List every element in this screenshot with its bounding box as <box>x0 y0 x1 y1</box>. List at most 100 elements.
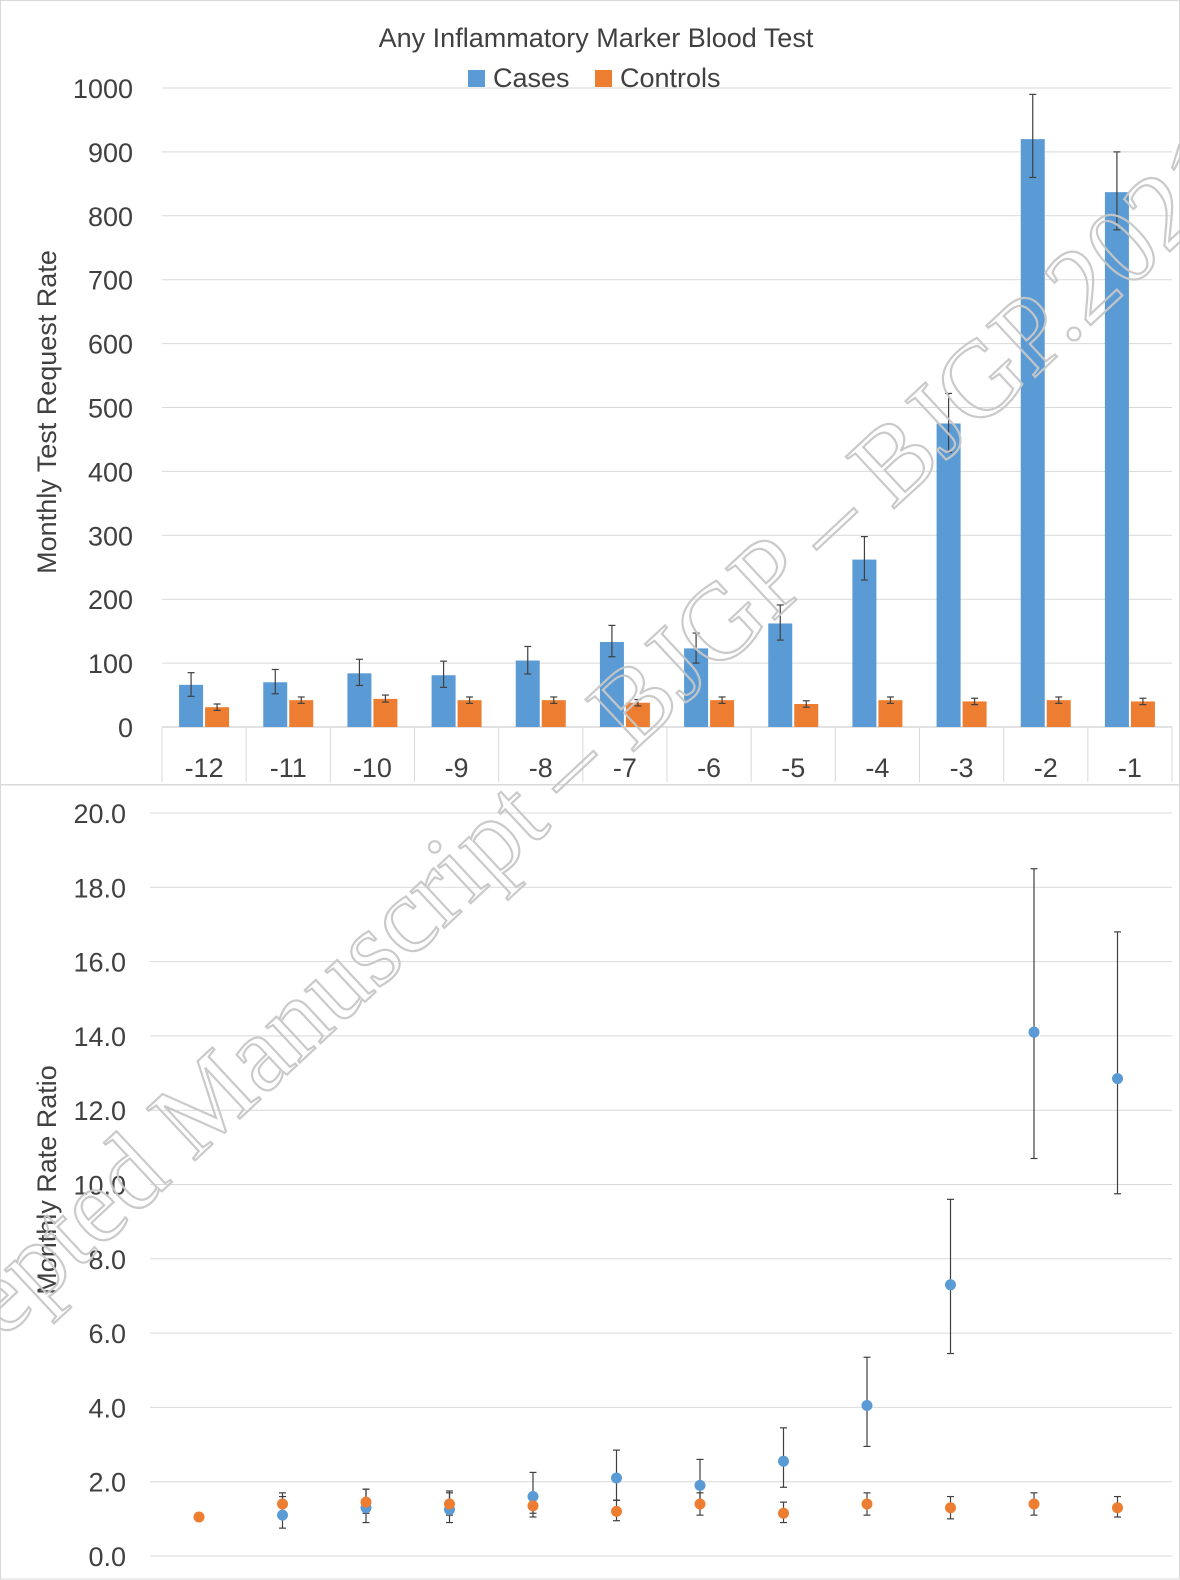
series-1-point <box>277 1509 288 1521</box>
series-2-point <box>694 1498 706 1510</box>
series-2-point <box>444 1498 455 1510</box>
top-y-tick-label: 500 <box>88 394 133 424</box>
cases-error-bar <box>1029 93 1037 179</box>
bottom-y-tick-label: 0.0 <box>88 1542 126 1572</box>
top-y-tick-label: 100 <box>88 649 133 679</box>
top-y-tick-label: 900 <box>88 138 133 168</box>
bottom-y-tick-label: 16.0 <box>73 948 126 978</box>
series-2-point <box>527 1500 539 1512</box>
series-1-error-bar <box>947 1198 954 1355</box>
top-y-tick-label: 0 <box>118 713 133 743</box>
top-chart-title: Any Inflammatory Marker Blood Test <box>379 23 814 53</box>
series-1-point <box>611 1472 622 1484</box>
top-x-tick-label: -11 <box>270 753 307 783</box>
cases-error-bar <box>524 645 532 675</box>
top-panel-frame <box>0 0 1180 785</box>
series-2-point <box>1112 1502 1123 1514</box>
series-1-point <box>945 1279 956 1291</box>
cases-bar <box>768 623 793 727</box>
top-y-tick-label: 800 <box>88 202 133 232</box>
top-chart-y-tick-labels: 0 100 200 300 400 500 600 700 800 900 1000 <box>73 74 133 743</box>
legend: Cases Controls <box>468 63 721 93</box>
cases-error-bar <box>355 658 363 687</box>
controls-error-bar <box>297 696 305 704</box>
cases-bar <box>1020 139 1045 727</box>
controls-bar <box>794 703 819 727</box>
cases-error-bar <box>608 624 616 658</box>
series-1-point <box>1028 1026 1040 1038</box>
cases-error-bar <box>860 535 868 581</box>
legend-label-cases: Cases <box>493 63 570 93</box>
cases-error-bar <box>945 392 953 453</box>
series-2-point <box>611 1505 622 1517</box>
controls-bar <box>1046 700 1071 727</box>
series-1-point <box>527 1491 539 1503</box>
top-x-tick-label: -10 <box>353 753 392 783</box>
controls-error-bar <box>634 698 642 707</box>
bottom-y-tick-label: 20.0 <box>73 799 126 829</box>
series-2-point <box>193 1511 205 1523</box>
cases-bar <box>852 559 877 727</box>
bottom-y-tick-label: 2.0 <box>88 1468 126 1498</box>
controls-bar <box>962 701 987 727</box>
top-x-tick-label: -7 <box>613 753 637 783</box>
top-y-tick-label: 200 <box>88 585 133 615</box>
bottom-y-tick-label: 14.0 <box>73 1022 126 1052</box>
top-chart-gridlines <box>161 87 1173 782</box>
top-y-tick-label: 400 <box>88 457 133 487</box>
controls-bar <box>625 702 650 727</box>
top-chart-bars <box>179 93 1155 728</box>
bottom-y-tick-label: 6.0 <box>88 1319 126 1349</box>
top-x-tick-label: -1 <box>1118 753 1142 783</box>
bottom-y-tick-label: 10.0 <box>73 1171 126 1201</box>
legend-swatch-cases <box>468 70 485 87</box>
series-1-point <box>694 1479 706 1491</box>
series-2-point <box>778 1507 789 1519</box>
top-chart-y-axis-label: Monthly Test Request Rate <box>32 250 62 574</box>
top-x-tick-label: -6 <box>697 753 721 783</box>
controls-bar <box>289 700 314 727</box>
bottom-panel-frame <box>0 784 1180 1580</box>
controls-error-bar <box>718 696 726 704</box>
controls-bar <box>710 700 735 727</box>
top-x-tick-label: -12 <box>185 753 224 783</box>
controls-error-bar <box>802 700 810 708</box>
series-1-point <box>1112 1073 1123 1085</box>
controls-error-bar <box>213 703 221 711</box>
top-chart-x-tick-labels: -12 -11 -10 -9 -8 -7 -6 -5 -4 -3 -2 -1 <box>185 753 1142 783</box>
controls-error-bar <box>466 696 474 704</box>
bottom-chart-y-axis-label: Monthly Rate Ratio <box>32 1065 62 1295</box>
controls-error-bar <box>886 696 894 704</box>
series-1-point <box>778 1455 789 1467</box>
controls-bar <box>373 698 398 727</box>
bottom-chart-y-tick-labels: 0.0 2.0 4.0 6.0 8.0 10.0 12.0 14.0 16.0 18.0 20.0 <box>73 799 126 1572</box>
bottom-chart-gridlines <box>150 812 1172 1557</box>
controls-error-bar <box>550 696 558 704</box>
series-2-point <box>945 1502 956 1514</box>
bottom-y-tick-label: 12.0 <box>73 1096 126 1126</box>
legend-label-controls: Controls <box>620 63 721 93</box>
series-2-point <box>277 1498 288 1510</box>
controls-bar <box>1130 701 1155 727</box>
bottom-chart-points <box>193 868 1123 1529</box>
top-x-tick-label: -5 <box>781 753 805 783</box>
controls-error-bar <box>381 694 389 703</box>
controls-bar <box>457 700 482 727</box>
cases-error-bar <box>271 668 279 695</box>
controls-bar <box>541 700 566 727</box>
cases-error-bar <box>440 660 448 688</box>
controls-error-bar <box>1055 696 1063 704</box>
legend-swatch-controls <box>595 70 612 87</box>
top-y-tick-label: 300 <box>88 521 133 551</box>
top-y-tick-label: 600 <box>88 330 133 360</box>
cases-bar <box>936 423 961 727</box>
controls-error-bar <box>1139 697 1147 706</box>
series-1-error-bar <box>1114 931 1121 1195</box>
bottom-y-tick-label: 8.0 <box>88 1245 126 1275</box>
cases-error-bar <box>692 632 700 664</box>
top-y-tick-label: 700 <box>88 266 133 296</box>
series-1-point <box>861 1400 873 1412</box>
controls-bar <box>878 700 903 727</box>
series-2-point <box>360 1496 372 1508</box>
